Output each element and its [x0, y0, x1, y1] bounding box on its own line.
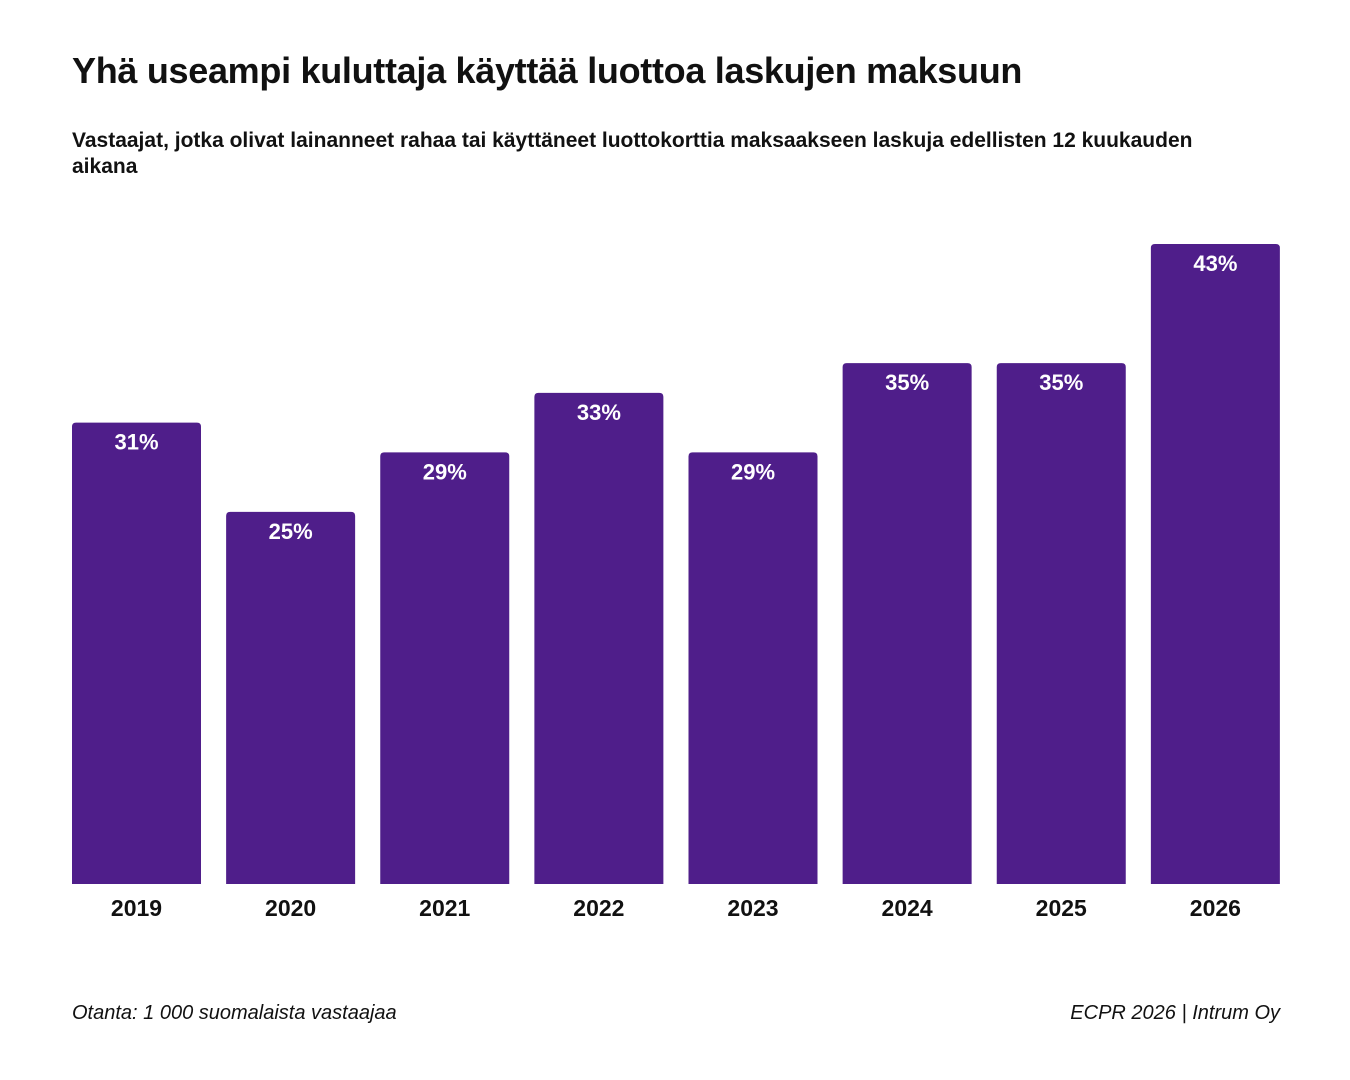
x-tick-label-2025: 2025 [1036, 895, 1087, 921]
bar-2026 [1150, 244, 1280, 884]
bar-2025 [996, 363, 1126, 884]
x-tick-label-2023: 2023 [727, 895, 778, 921]
chart-subtitle: Vastaajat, jotka olivat lainanneet rahaa… [72, 129, 1193, 178]
source-note: ECPR 2026 | Intrum Oy [1070, 1002, 1280, 1024]
x-tick-label-2026: 2026 [1190, 895, 1241, 921]
x-tick-label-2022: 2022 [573, 895, 624, 921]
bar-2020 [226, 511, 356, 884]
data-label-2023: 29% [731, 459, 775, 484]
data-label-2020: 25% [269, 519, 313, 544]
data-label-2021: 29% [423, 459, 467, 484]
bar-2024 [842, 363, 972, 884]
data-label-2025: 35% [1039, 370, 1083, 395]
data-label-2019: 31% [114, 430, 158, 455]
x-tick-label-2021: 2021 [419, 895, 470, 921]
bar-2022 [534, 392, 664, 884]
chart-title: Yhä useampi kuluttaja käyttää luottoa la… [72, 50, 1023, 91]
bar-2021 [380, 452, 510, 884]
sample-note: Otanta: 1 000 suomalaista vastaajaa [72, 1002, 397, 1024]
data-label-2026: 43% [1193, 251, 1237, 276]
data-label-2024: 35% [885, 370, 929, 395]
x-tick-label-2024: 2024 [882, 895, 933, 921]
bar-2019 [72, 422, 201, 884]
data-label-2022: 33% [577, 400, 621, 425]
bar-2023 [688, 452, 818, 884]
x-tick-label-2019: 2019 [111, 895, 162, 921]
x-tick-label-2020: 2020 [265, 895, 316, 921]
